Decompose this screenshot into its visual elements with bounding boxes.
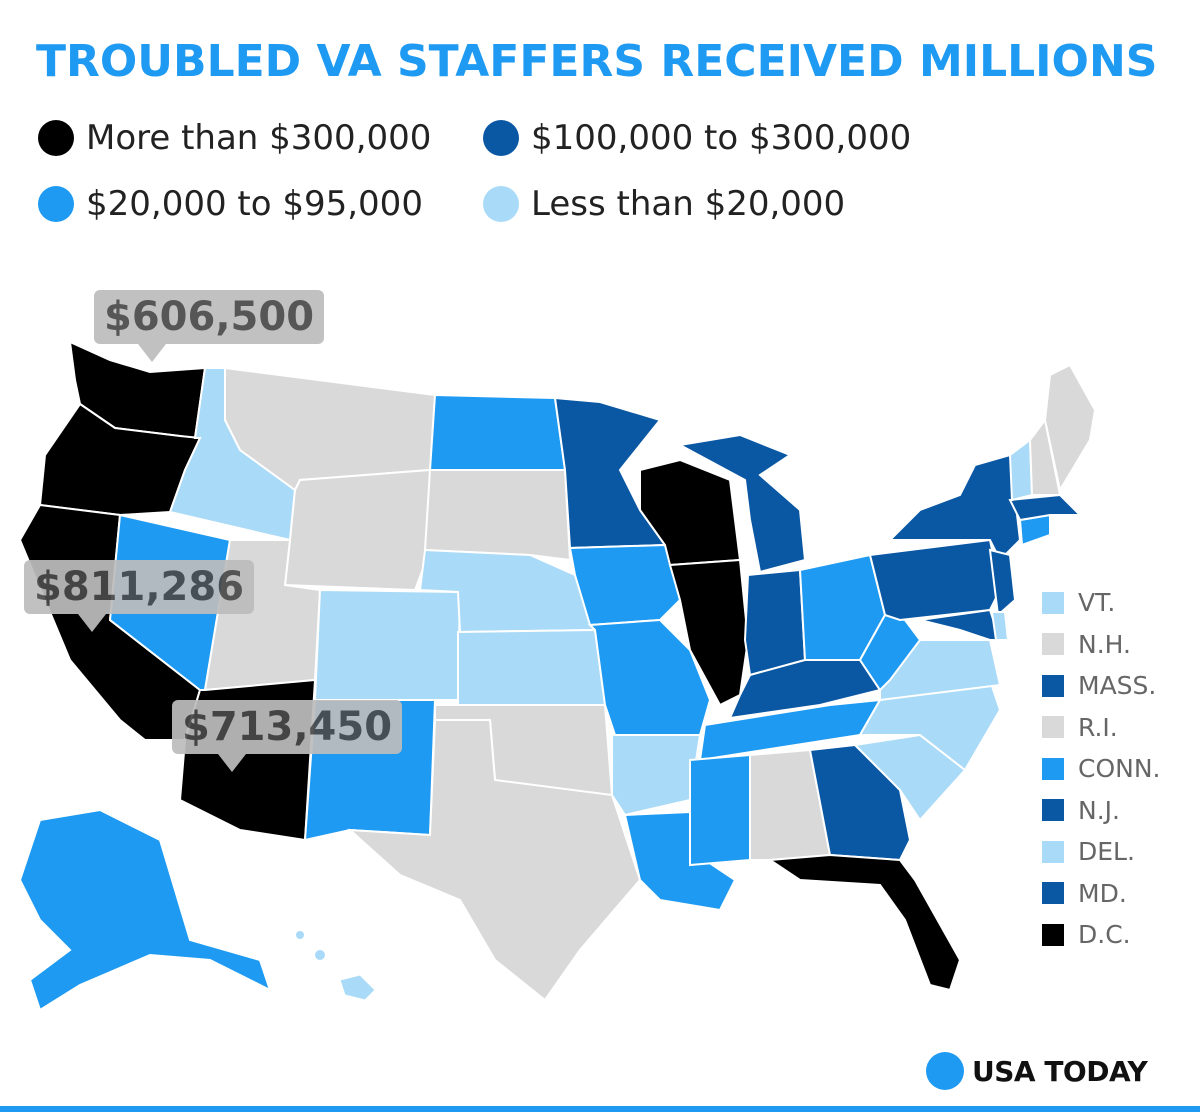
small-state-dc-swatch [1042,923,1064,946]
usa-today-dot-icon [926,1052,964,1090]
small-state-md: MD. [1042,873,1192,915]
legend-label-20k-95k: $20,000 to $95,000 [86,184,423,224]
small-state-vt-swatch [1042,591,1064,614]
small-state-nh-swatch [1042,633,1064,656]
callout-arizona-value: $713,450 [182,704,393,750]
legend: More than $300,000 $100,000 to $300,000 … [38,118,938,238]
small-state-ri-swatch [1042,716,1064,739]
small-state-nj: N.J. [1042,790,1192,832]
usa-today-logo: USA TODAY [926,1052,1148,1090]
callout-california: $811,286 [24,560,255,632]
small-states-legend: VT. N.H. MASS. R.I. CONN. N.J. DEL. MD. … [1042,582,1192,956]
state-north-dakota [428,393,567,471]
small-state-mass-label: MASS. [1078,671,1157,701]
state-delaware [990,611,1010,641]
state-wyoming [283,468,431,592]
state-florida [767,853,962,992]
state-pennsylvania [868,538,1002,622]
legend-item-100k-300k: $100,000 to $300,000 [483,118,911,158]
legend-swatch-100k-300k [483,120,519,156]
state-new-hampshire [1028,417,1062,496]
callout-washington-value: $606,500 [104,294,315,340]
legend-label-100k-300k: $100,000 to $300,000 [531,118,912,158]
callout-washington: $606,500 [94,290,325,362]
legend-item-20k-95k: $20,000 to $95,000 [38,184,423,224]
small-state-md-label: MD. [1078,878,1127,908]
small-state-mass: MASS. [1042,665,1192,707]
hawaii-island-small-2 [315,950,325,960]
small-state-md-swatch [1042,882,1064,905]
us-map [18,340,1097,1012]
small-state-conn-swatch [1042,757,1064,780]
callout-california-pointer [78,614,106,632]
legend-swatch-less-20k [483,186,519,222]
small-state-nh: N.H. [1042,624,1192,666]
callout-arizona: $713,450 [172,700,403,772]
state-iowa [568,543,682,627]
state-arkansas [611,734,702,817]
state-colorado [313,588,462,701]
callout-california-value: $811,286 [34,564,245,610]
legend-swatch-more-300k [38,120,74,156]
small-state-conn: CONN. [1042,748,1192,790]
state-hawaii [339,974,376,1001]
legend-item-less-20k: Less than $20,000 [483,184,845,224]
state-south-carolina [852,733,967,822]
small-state-dc-label: D.C. [1078,920,1131,950]
state-new-jersey [988,548,1017,618]
small-state-conn-label: CONN. [1078,754,1161,784]
callout-arizona-pointer [218,754,246,772]
small-state-nh-label: N.H. [1078,629,1131,659]
small-state-mass-swatch [1042,674,1064,697]
callout-washington-pointer [138,344,166,362]
state-michigan [676,433,807,574]
small-state-nj-swatch [1042,799,1064,822]
state-texas [347,719,642,1002]
state-kansas [457,628,607,706]
legend-item-more-300k: More than $300,000 [38,118,431,158]
small-state-vt: VT. [1042,582,1192,624]
legend-label-more-300k: More than $300,000 [86,118,432,158]
state-vermont [1008,438,1034,502]
state-mississippi [689,753,751,867]
state-south-dakota [423,469,572,562]
small-state-del-label: DEL. [1078,837,1135,867]
small-state-del: DEL. [1042,831,1192,873]
small-state-dc: D.C. [1042,914,1192,956]
hawaii-island-small-1 [296,931,304,939]
state-maine [1043,363,1097,493]
state-illinois [668,558,750,707]
page-title: TROUBLED VA STAFFERS RECEIVED MILLIONS [36,36,1158,87]
legend-label-less-20k: Less than $20,000 [531,184,846,224]
state-alaska [18,808,272,1012]
legend-swatch-20k-95k [38,186,74,222]
state-indiana [743,568,807,677]
small-state-vt-label: VT. [1078,588,1116,618]
small-state-ri-label: R.I. [1078,712,1118,742]
bottom-rule [0,1106,1200,1112]
small-state-del-swatch [1042,840,1064,863]
small-state-ri: R.I. [1042,707,1192,749]
small-state-nj-label: N.J. [1078,795,1120,825]
brand-name: USA TODAY [972,1054,1148,1088]
